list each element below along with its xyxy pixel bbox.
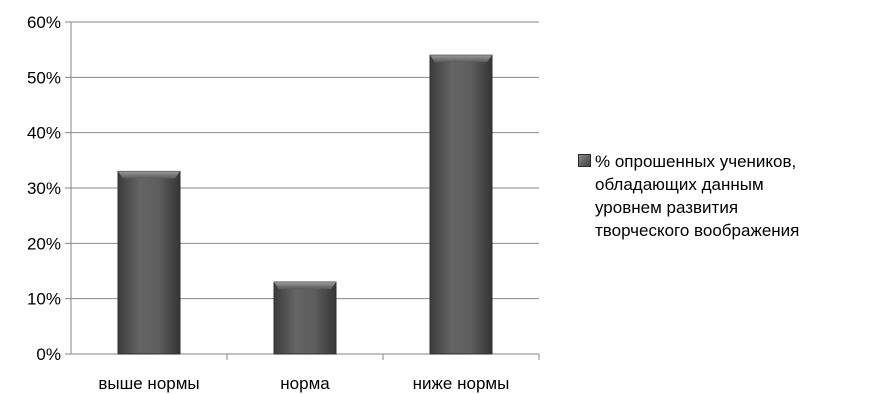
y-tick-label: 40% — [27, 124, 61, 143]
legend-swatch — [578, 154, 591, 167]
y-tick-label: 30% — [27, 179, 61, 198]
bar — [117, 170, 181, 355]
bar — [273, 281, 337, 355]
y-tick-label: 20% — [27, 234, 61, 253]
y-tick-label: 50% — [27, 68, 61, 87]
x-tick-label: норма — [280, 374, 330, 393]
y-tick-label: 60% — [27, 13, 61, 32]
x-tick-label: ниже нормы — [413, 374, 510, 393]
legend-line: уровнем развития — [595, 198, 739, 217]
bars — [117, 54, 493, 355]
tick-labels: 0% 10% 20% 30% 40% 50% 60% выше нормы норма ниже … — [27, 13, 509, 393]
legend: % опрошенных учеников, обладающих данным… — [578, 150, 868, 242]
bar-bevel — [118, 171, 180, 179]
y-tick-label: 10% — [27, 290, 61, 309]
legend-line: % опрошенных учеников, — [595, 152, 797, 171]
legend-line: творческого воображения — [595, 221, 800, 240]
bar-bevel — [430, 55, 492, 63]
bar-bevel — [274, 282, 336, 290]
legend-line: обладающих данным — [595, 175, 764, 194]
bar — [429, 54, 493, 355]
y-tick-label: 0% — [36, 345, 61, 364]
x-tick-label: выше нормы — [98, 374, 199, 393]
